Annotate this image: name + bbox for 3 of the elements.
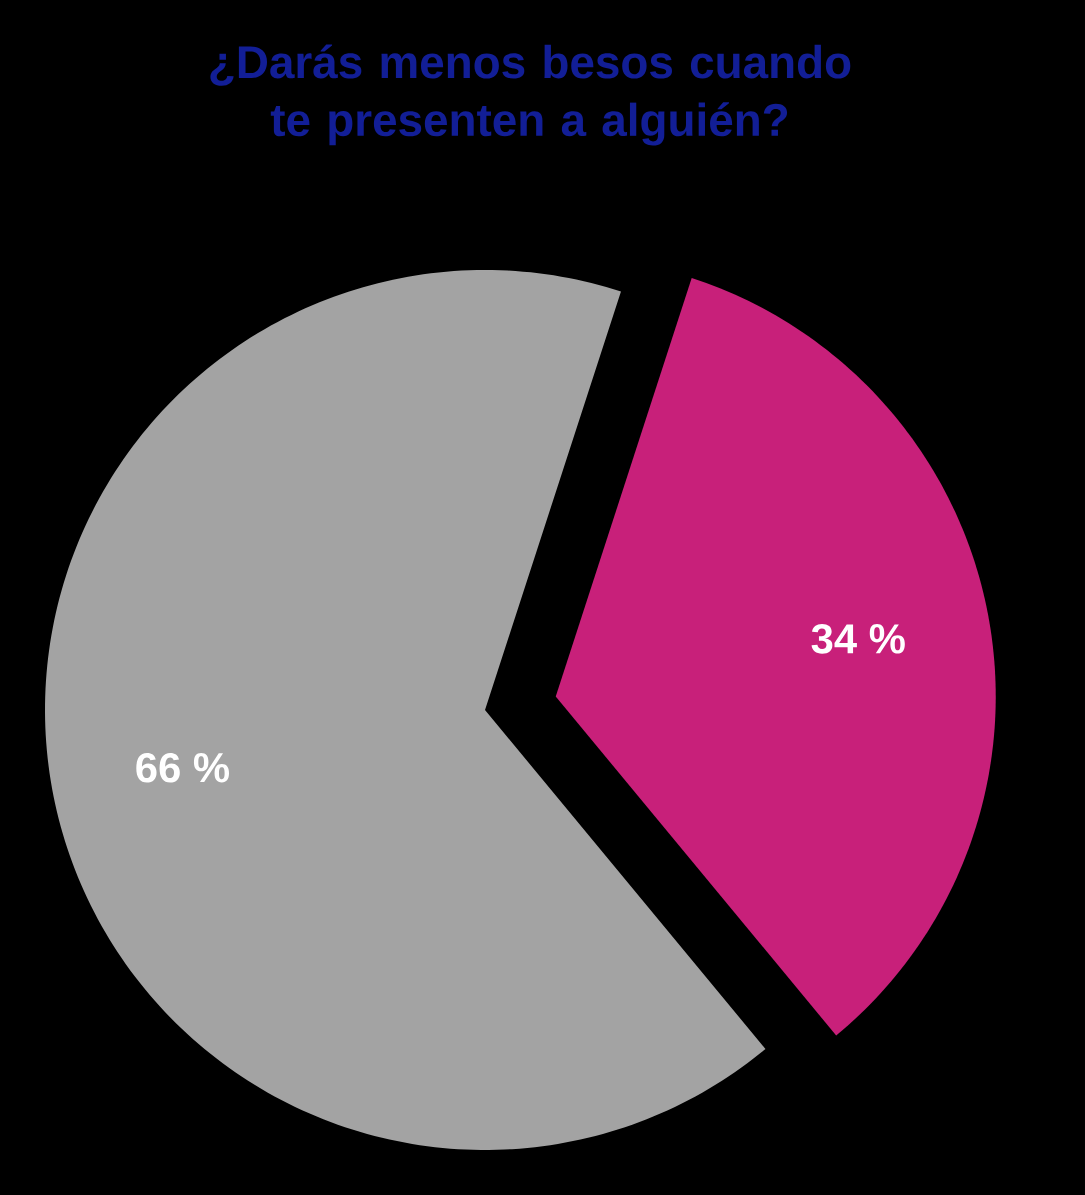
chart-title: ¿Darás menos besos cuando te presenten a alguién? (210, 44, 851, 146)
data-label: 66 % (136, 752, 230, 783)
data-label: 34 % (811, 623, 905, 654)
